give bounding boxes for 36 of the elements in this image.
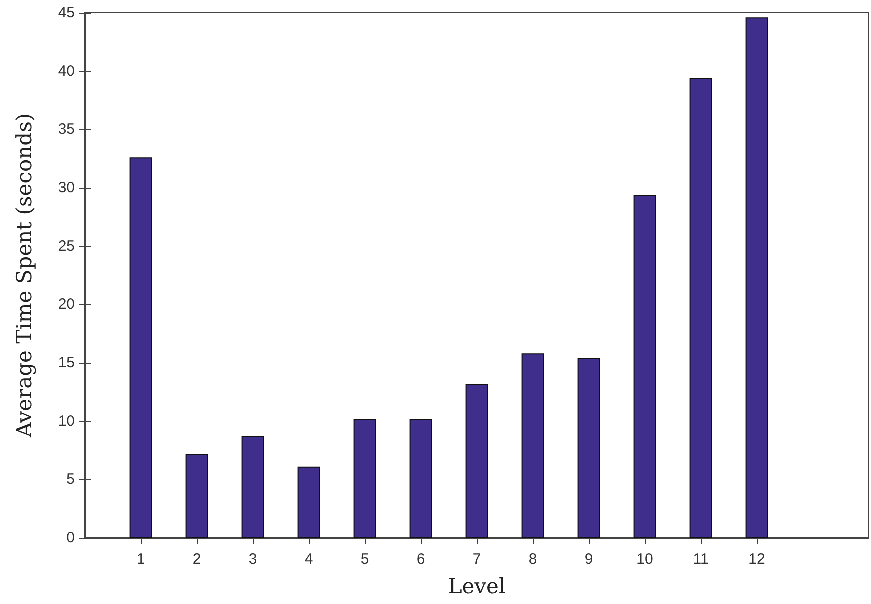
x-tick-label: 10 bbox=[636, 551, 654, 568]
bar bbox=[410, 419, 432, 538]
y-axis-title: Average Time Spent (seconds) bbox=[12, 113, 36, 439]
y-tick-label: 5 bbox=[66, 471, 75, 488]
bar bbox=[354, 419, 376, 538]
x-tick-label: 6 bbox=[416, 551, 426, 568]
bar bbox=[746, 18, 768, 538]
bar bbox=[298, 466, 320, 538]
y-tick-label: 20 bbox=[58, 296, 75, 314]
y-tick-label: 45 bbox=[58, 4, 75, 22]
bar bbox=[242, 436, 264, 538]
y-tick-label: 30 bbox=[58, 180, 75, 196]
y-tick-label: 10 bbox=[58, 412, 75, 430]
y-tick-label: 0 bbox=[66, 530, 75, 546]
bar bbox=[578, 358, 600, 538]
bar bbox=[466, 384, 488, 538]
bar bbox=[522, 354, 544, 538]
x-tick-label: 11 bbox=[693, 551, 709, 568]
x-tick-label: 12 bbox=[748, 551, 766, 568]
x-tick-label: 4 bbox=[304, 551, 314, 568]
x-tick-label: 2 bbox=[192, 551, 202, 568]
x-axis-title: Level bbox=[448, 574, 506, 598]
bar bbox=[186, 454, 208, 538]
y-tick-label: 15 bbox=[58, 354, 75, 372]
x-tick-label: 5 bbox=[360, 551, 370, 568]
y-tick-label: 25 bbox=[58, 238, 75, 255]
x-tick-label: 9 bbox=[584, 551, 594, 568]
y-tick-label: 40 bbox=[58, 62, 75, 80]
bar bbox=[634, 195, 656, 538]
y-tick-label: 35 bbox=[58, 121, 75, 138]
bar bbox=[130, 158, 152, 538]
bar bbox=[690, 78, 712, 538]
x-tick-label: 1 bbox=[136, 551, 146, 568]
x-tick-label: 3 bbox=[248, 551, 258, 568]
x-tick-label: 8 bbox=[528, 551, 538, 568]
x-tick-label: 7 bbox=[472, 551, 482, 568]
